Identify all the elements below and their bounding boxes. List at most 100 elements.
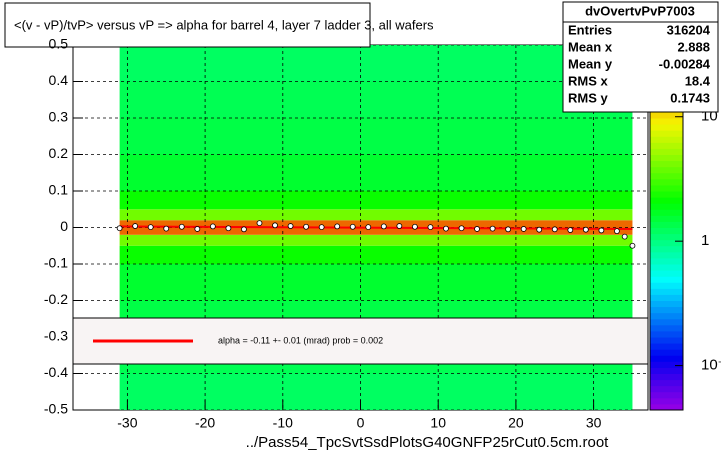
profile-point	[209, 223, 216, 230]
title-box	[4, 2, 371, 48]
colorbar-step	[650, 209, 683, 216]
colorbar-step	[650, 257, 683, 265]
profile-point	[365, 224, 372, 231]
profile-point	[380, 223, 387, 230]
profile-point	[427, 224, 434, 231]
heat-cell	[119, 81, 633, 118]
colorbar-step	[650, 276, 683, 283]
profile-point	[132, 223, 139, 229]
profile-point	[551, 226, 558, 233]
heat-cell	[119, 264, 633, 301]
x-tick-label: 20	[508, 415, 524, 431]
y-tick-label: 0.5	[49, 36, 69, 52]
profile-point	[458, 225, 465, 232]
profile-point	[318, 224, 325, 231]
x-tick-label: 0	[357, 415, 365, 431]
colorbar-step	[650, 306, 683, 314]
x-tick-label: -10	[273, 415, 293, 431]
colorbar-step	[650, 124, 683, 131]
profile-point	[194, 226, 201, 232]
x-tick-label: 10	[430, 415, 446, 431]
colorbar-step	[650, 215, 683, 222]
heat-cell	[119, 373, 633, 410]
colorbar-step	[650, 233, 683, 241]
y-tick-label: -0.3	[44, 328, 68, 344]
heat-cell	[119, 45, 633, 82]
stats-value: 316204	[667, 22, 711, 37]
y-tick-label: 0.2	[49, 145, 69, 161]
heat-cell	[119, 118, 633, 155]
profile-point	[272, 222, 278, 229]
profile-point	[303, 223, 310, 230]
colorbar-step	[650, 160, 683, 168]
heat-cell	[119, 209, 633, 221]
y-tick-label: 0.1	[49, 182, 69, 198]
colorbar-step	[650, 373, 683, 381]
profile-point	[629, 242, 636, 249]
y-tick-label: 0	[60, 218, 68, 234]
stats-value: 2.888	[677, 39, 710, 54]
z-tick-label: 10⁻¹	[701, 357, 721, 374]
colorbar-step	[650, 343, 683, 350]
stats-name: RMS x	[568, 73, 609, 88]
profile-point	[443, 225, 449, 232]
colorbar-step	[650, 324, 683, 332]
profile-point	[489, 225, 496, 232]
colorbar-step	[650, 251, 683, 259]
stats-value: 0.1743	[670, 90, 710, 105]
x-tick-label: 30	[586, 415, 602, 431]
colorbar-step	[650, 294, 683, 301]
colorbar-step	[650, 172, 683, 180]
colorbar-step	[650, 245, 683, 253]
colorbar-step	[650, 385, 683, 393]
colorbar-step	[650, 197, 683, 204]
x-tick-label: -30	[117, 415, 137, 431]
y-tick-label: -0.1	[44, 255, 68, 271]
colorbar-step	[650, 239, 683, 247]
heat-cell	[119, 154, 633, 191]
x-tick-label: -20	[195, 415, 215, 431]
profile-point	[396, 223, 403, 229]
profile-point	[287, 223, 294, 229]
heat-cell	[119, 245, 633, 264]
colorbar-step	[650, 136, 683, 143]
stats-value: -0.00284	[659, 56, 711, 71]
profile-point	[520, 226, 527, 232]
profile-point	[474, 226, 480, 232]
footer: ../Pass54_TpcSvtSsdPlotsG40GNFP25rCut0.5…	[246, 434, 609, 451]
stats-name: Mean x	[568, 39, 613, 54]
fit-line	[119, 225, 633, 230]
heat-cell	[119, 191, 633, 210]
chart-title: <(v - vP)/tvP> versus vP => alpha for ba…	[14, 17, 434, 32]
profile-point	[567, 227, 574, 233]
colorbar-step	[650, 148, 683, 155]
profile-point	[621, 233, 628, 240]
z-tick-label: 1	[701, 232, 709, 249]
colorbar-step	[650, 166, 683, 174]
y-tick-label: 0.4	[49, 72, 69, 88]
profile-point	[582, 226, 589, 233]
stats-box	[562, 1, 719, 113]
colorbar-step	[650, 142, 683, 149]
colorbar-step	[650, 355, 683, 362]
colorbar-step	[650, 154, 683, 162]
colorbar-step	[650, 391, 683, 399]
colorbar-step	[650, 221, 683, 228]
profile-point	[349, 223, 356, 230]
stats-name: Entries	[568, 22, 612, 37]
profile-point	[147, 224, 154, 231]
profile-point	[505, 226, 512, 233]
stats-value: 18.4	[685, 73, 711, 88]
profile-point	[178, 223, 185, 230]
colorbar-step	[650, 264, 683, 271]
colorbar-step	[650, 361, 683, 368]
colorbar-step	[650, 330, 683, 338]
colorbar-step	[650, 349, 683, 356]
profile-point	[614, 228, 620, 235]
stats-name: Mean y	[568, 56, 613, 71]
y-tick-label: -0.4	[44, 364, 68, 380]
stats-title: dvOvertvPvP7003	[585, 3, 695, 18]
colorbar-step	[650, 379, 683, 387]
legend-label: alpha = -0.11 +- 0.01 (mrad) prob = 0.00…	[218, 335, 383, 345]
colorbar-step	[650, 270, 683, 277]
